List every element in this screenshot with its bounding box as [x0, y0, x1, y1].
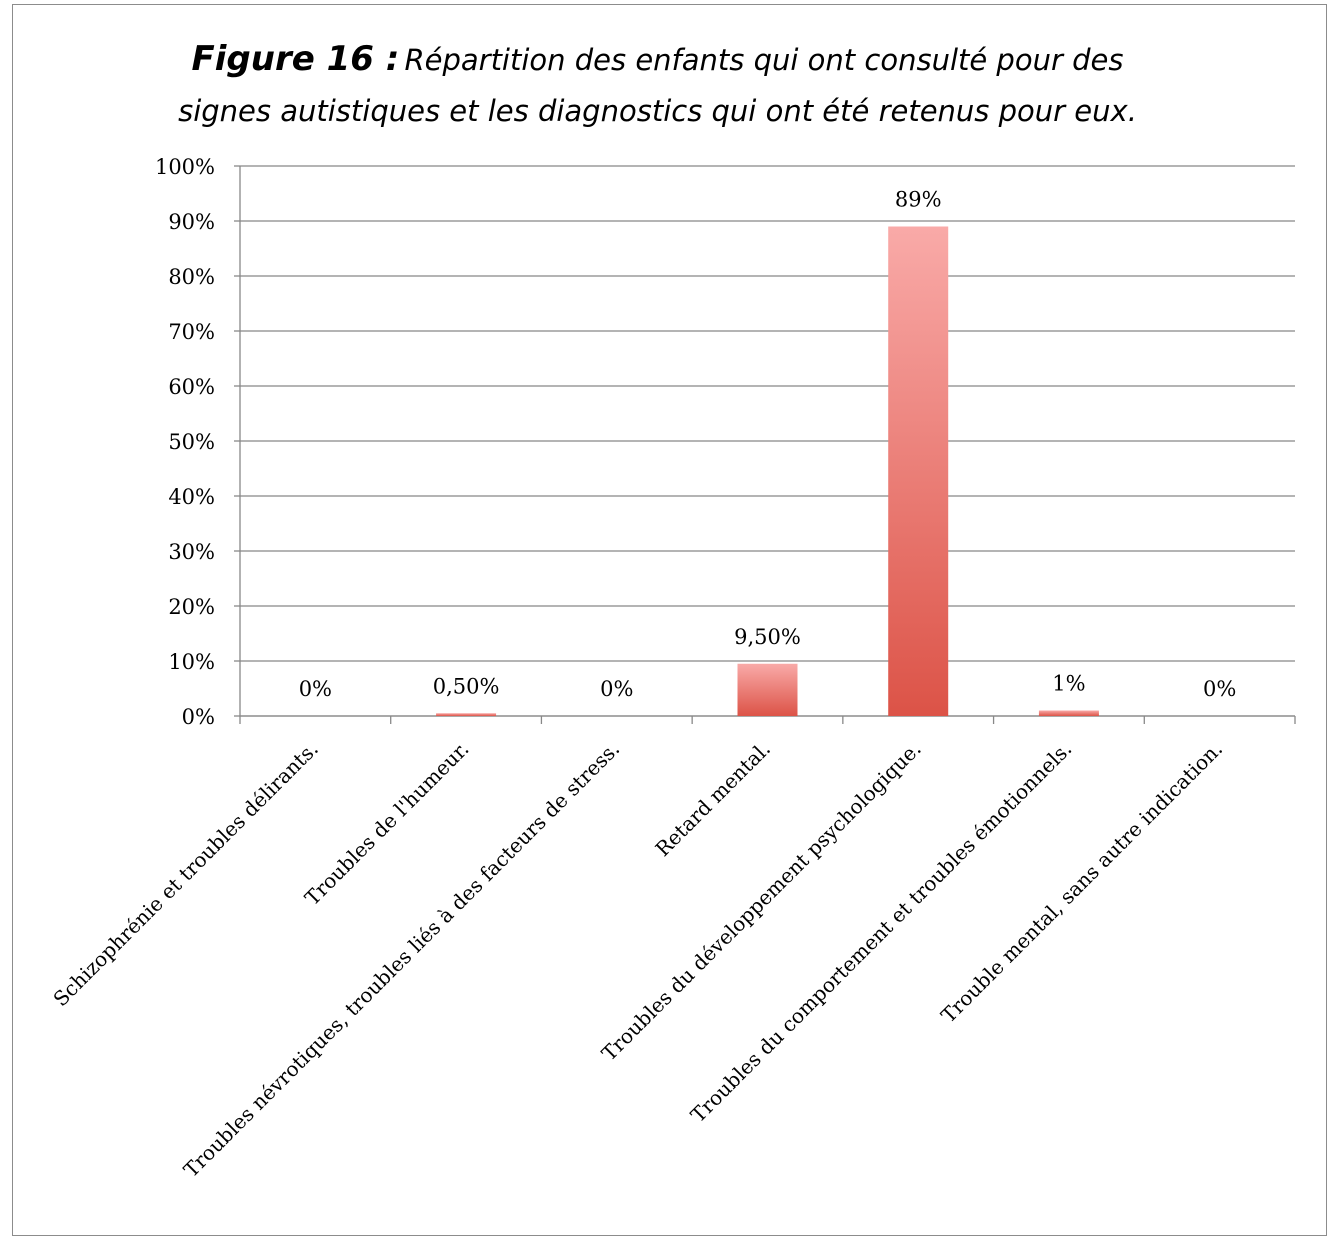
chart-frame: [12, 4, 1327, 1236]
x-category-label: Retard mental.: [651, 737, 775, 861]
data-label: 0%: [299, 677, 332, 701]
y-tick-label: 30%: [168, 540, 215, 564]
y-tick-label: 70%: [168, 320, 215, 344]
data-label: 0%: [600, 677, 633, 701]
x-category-label: Trouble mental, sans autre indication.: [936, 737, 1227, 1028]
bar: [1038, 710, 1099, 716]
y-tick-label: 20%: [168, 595, 215, 619]
data-label: 89%: [895, 188, 942, 212]
chart-title: Figure 16 : Répartition des enfants qui …: [0, 36, 1315, 139]
y-tick-label: 50%: [168, 430, 215, 454]
data-label: 0%: [1203, 677, 1236, 701]
data-label: 0,50%: [433, 674, 500, 698]
y-tick-label: 100%: [155, 155, 215, 179]
y-tick-label: 90%: [168, 210, 215, 234]
y-tick-label: 0%: [182, 705, 215, 729]
x-category-label: Schizophrénie et troubles délirants.: [48, 737, 322, 1011]
bar: [436, 713, 497, 716]
y-tick-label: 80%: [168, 265, 215, 289]
y-tick-label: 60%: [168, 375, 215, 399]
figure-number: Figure 16 :: [191, 39, 400, 79]
y-tick-label: 10%: [168, 650, 215, 674]
data-label: 1%: [1052, 672, 1085, 696]
y-tick-label: 40%: [168, 485, 215, 509]
x-category-label: Troubles du développement psychologique.: [597, 737, 926, 1066]
title-line-2: signes autistiques et les diagnostics qu…: [178, 94, 1137, 128]
x-category-label: Troubles de l'humeur.: [300, 737, 474, 911]
title-line-1: Répartition des enfants qui ont consulté…: [404, 43, 1124, 77]
data-label: 9,50%: [734, 625, 801, 649]
bar: [888, 226, 949, 716]
bar: [737, 663, 798, 716]
